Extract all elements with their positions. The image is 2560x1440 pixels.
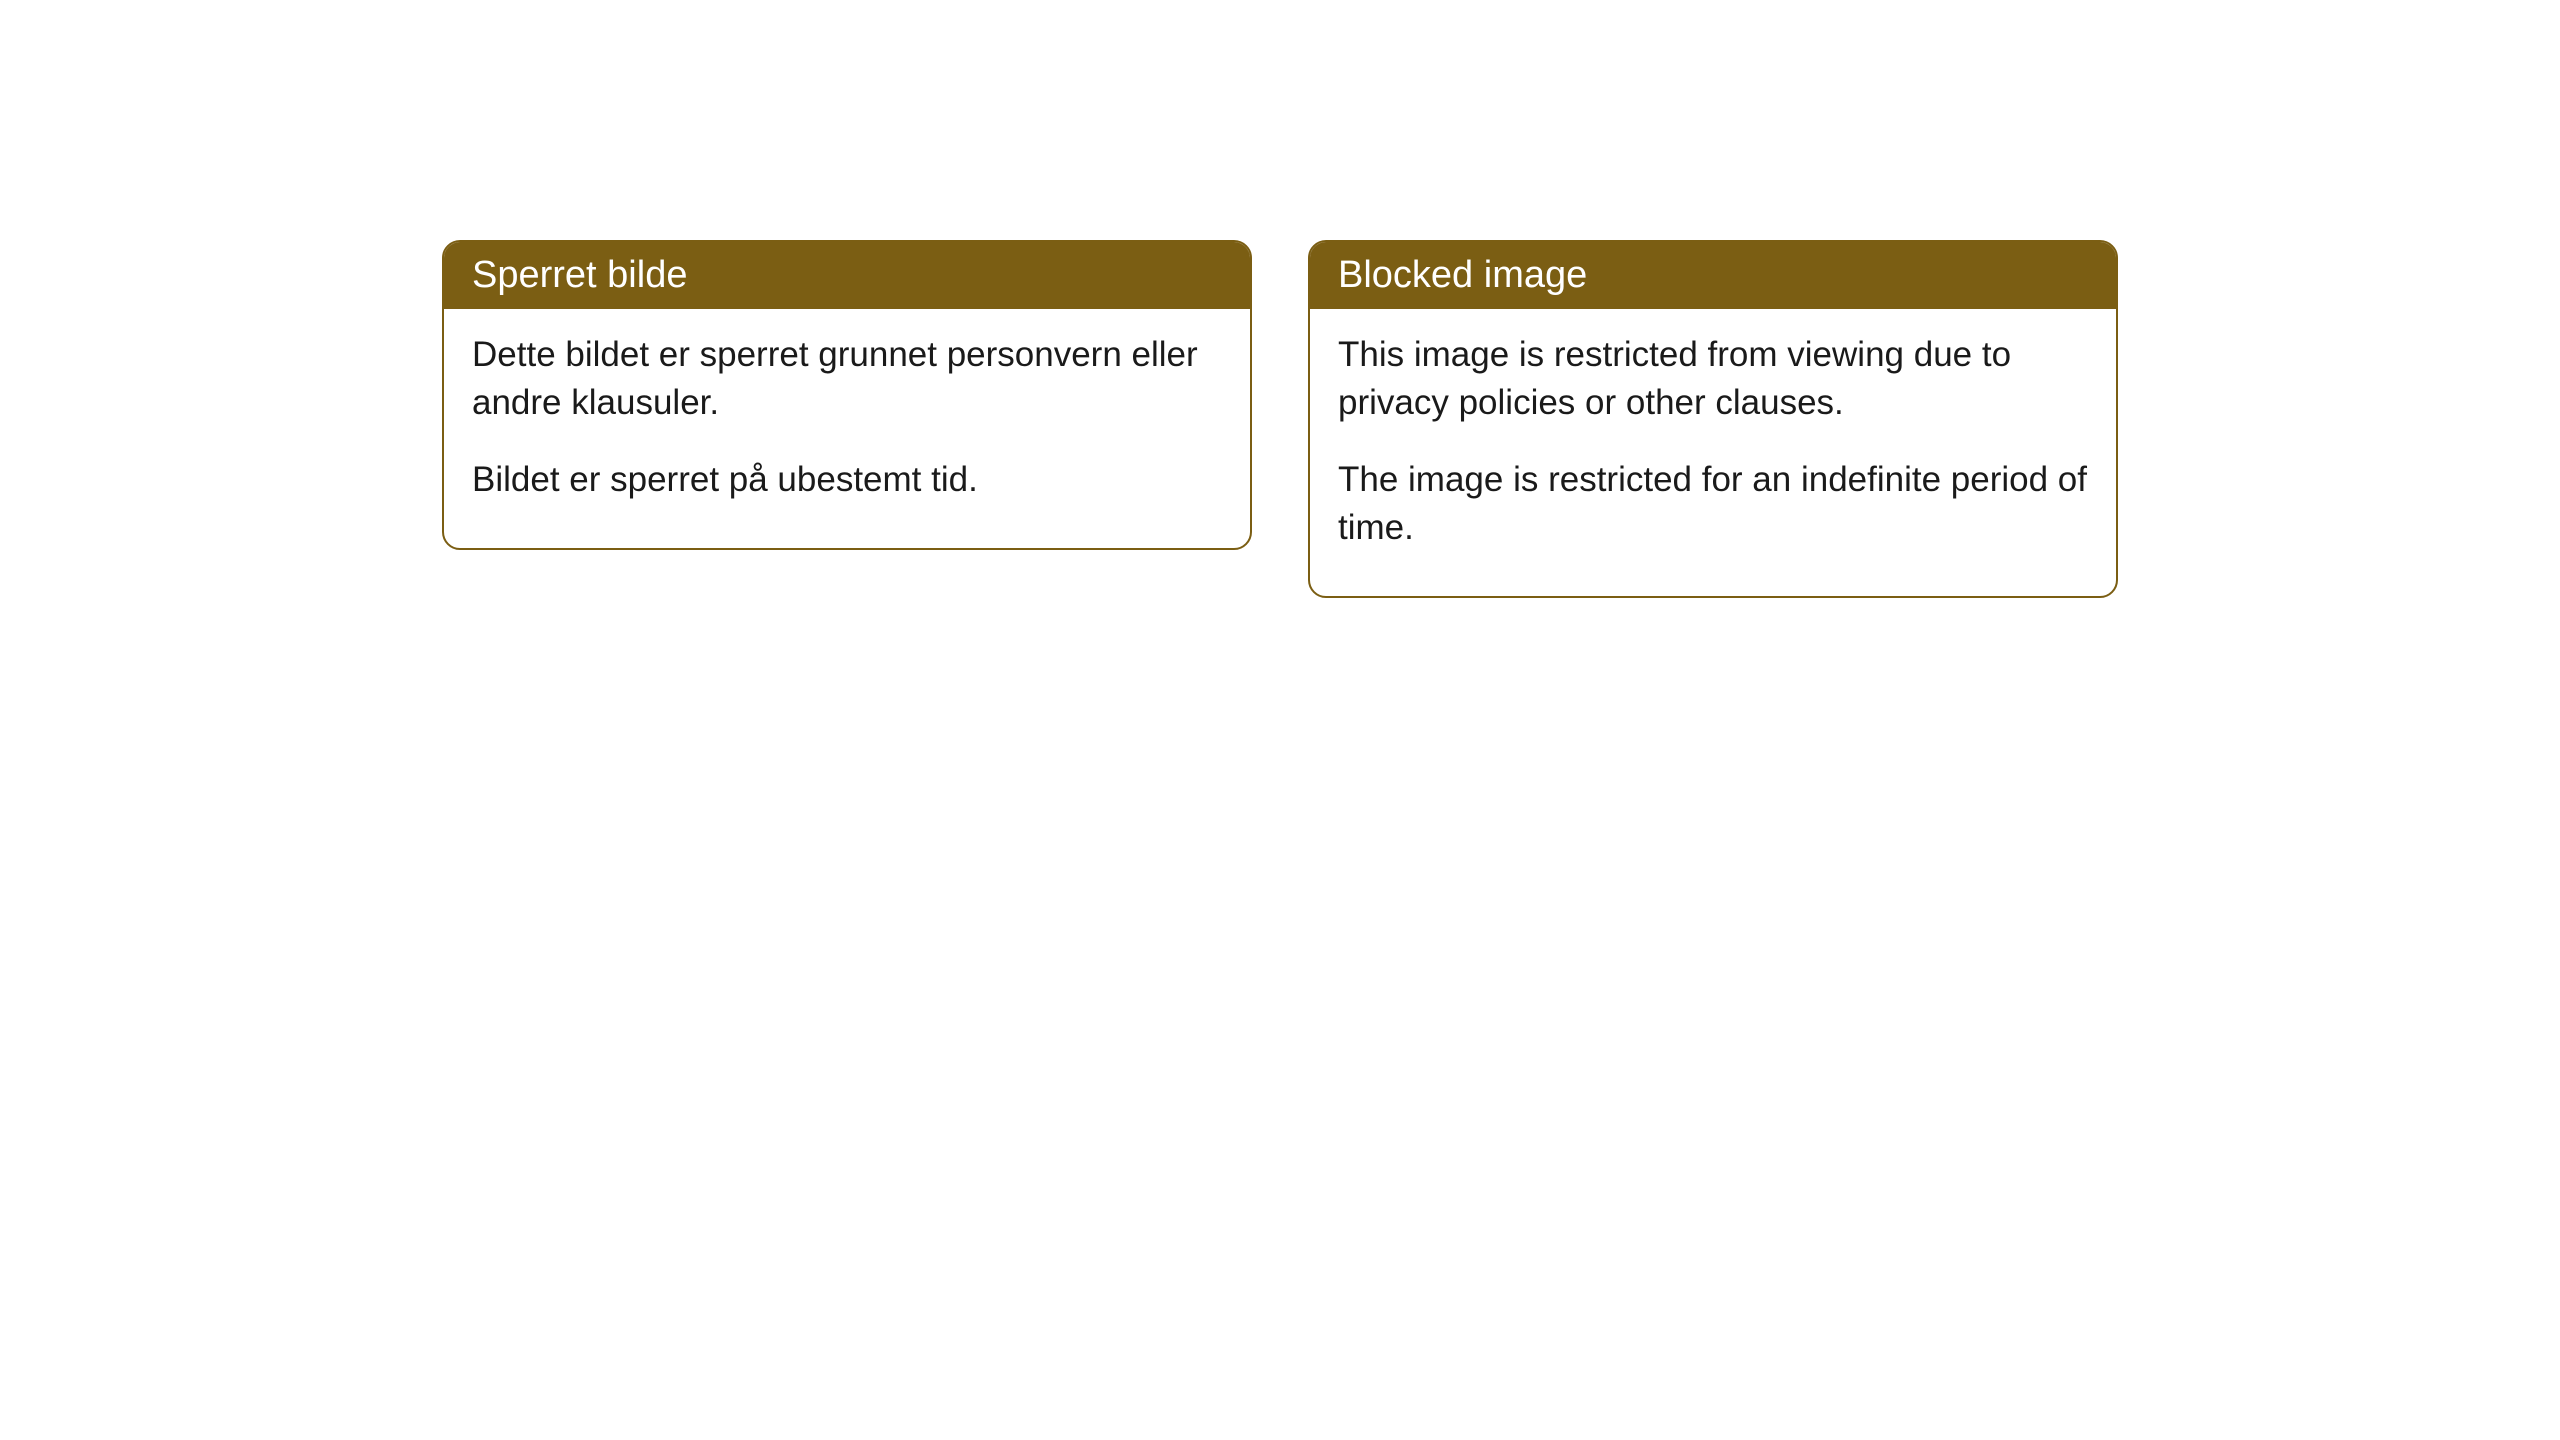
card-body: This image is restricted from viewing du… [1310,309,2116,596]
card-paragraph: Bildet er sperret på ubestemt tid. [472,456,1222,504]
card-paragraph: Dette bildet er sperret grunnet personve… [472,331,1222,428]
card-paragraph: The image is restricted for an indefinit… [1338,456,2088,553]
card-body: Dette bildet er sperret grunnet personve… [444,309,1250,548]
card-paragraph: This image is restricted from viewing du… [1338,331,2088,428]
card-header: Sperret bilde [444,242,1250,309]
card-title: Sperret bilde [472,254,687,296]
blocked-image-card-en: Blocked image This image is restricted f… [1308,240,2118,598]
card-header: Blocked image [1310,242,2116,309]
blocked-image-card-no: Sperret bilde Dette bildet er sperret gr… [442,240,1252,550]
card-title: Blocked image [1338,254,1587,296]
